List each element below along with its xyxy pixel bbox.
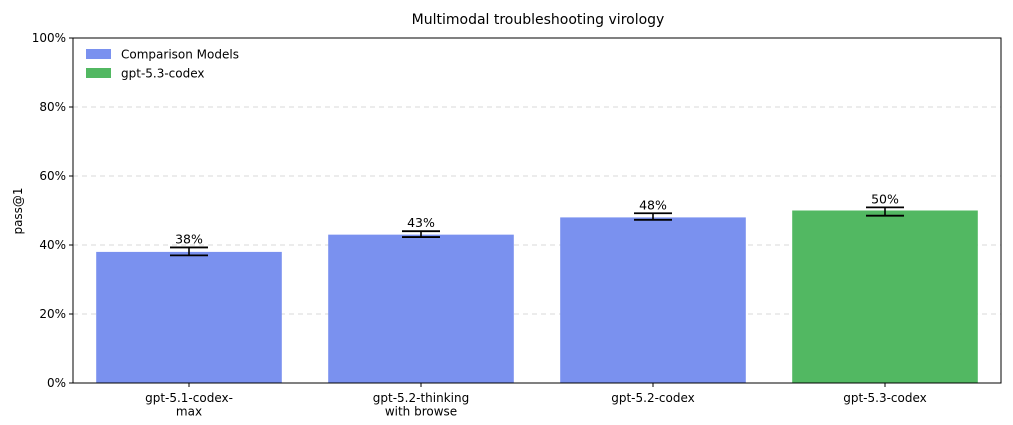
legend: Comparison Models gpt-5.3-codex <box>86 48 239 81</box>
data-labels: 38% 43% 48% 50% <box>175 191 899 246</box>
data-label: 50% <box>871 191 899 206</box>
y-tick-label: 20% <box>39 307 66 321</box>
legend-swatch <box>86 49 111 59</box>
x-tick-label: gpt-5.3-codex <box>843 391 927 405</box>
y-tick-label: 60% <box>39 169 66 183</box>
legend-swatch <box>86 68 111 78</box>
axes: 0% 20% 40% 60% 80% 100% gpt-5.1-codex-max gpt-5… <box>32 31 1002 419</box>
chart-title: Multimodal troubleshooting virology <box>412 12 665 28</box>
error-bars <box>170 206 904 257</box>
data-label: 48% <box>639 197 667 212</box>
plot-frame <box>72 37 1002 384</box>
data-label: 43% <box>407 215 435 230</box>
x-tick-label: max <box>176 405 202 419</box>
legend-label: Comparison Models <box>121 48 239 62</box>
bars <box>96 210 978 383</box>
legend-label: gpt-5.3-codex <box>121 67 205 81</box>
bar <box>96 251 282 383</box>
y-tick-label: 100% <box>32 31 66 45</box>
y-tick-label: 80% <box>39 100 66 114</box>
x-tick-label: gpt-5.1-codex- <box>145 391 233 405</box>
x-tick-label: with browse <box>385 405 457 419</box>
bar <box>792 210 978 383</box>
y-axis-label: pass@1 <box>11 187 25 234</box>
y-tick-label: 40% <box>39 238 66 252</box>
bar <box>328 234 514 383</box>
x-tick-label: gpt-5.2-thinking <box>373 391 469 405</box>
data-label: 38% <box>175 231 203 246</box>
bar <box>560 217 746 383</box>
y-tick-label: 0% <box>47 376 66 390</box>
x-tick-label: gpt-5.2-codex <box>611 391 695 405</box>
